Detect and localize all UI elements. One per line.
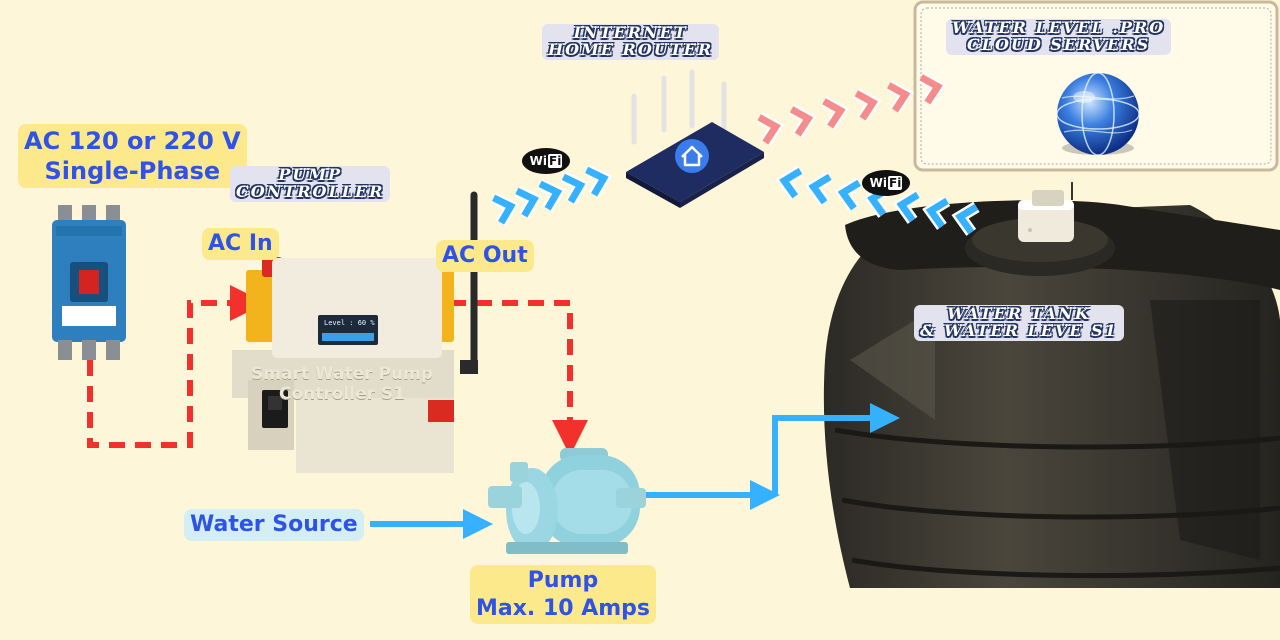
globe-icon: [1056, 72, 1140, 156]
wifi-badge-tank-fi: Fi: [888, 176, 903, 190]
pump-controller-title-line1: PUMP: [278, 165, 343, 184]
power-supply-voltage: AC 120 or 220 V: [24, 127, 241, 155]
wifi-badge-controller-wi: Wi: [529, 154, 548, 168]
tank-title-line2: & WATER LEVE S1: [920, 320, 1118, 340]
pump-label-line1: Pump: [527, 568, 599, 593]
controller-link-chevron: [515, 187, 539, 218]
wifi-badge-tank: Wi Fi: [862, 170, 910, 196]
uplink-chevron: [854, 90, 879, 121]
ac-out-label: AC Out: [436, 240, 534, 272]
downlink-arrows: [775, 165, 980, 236]
controller-device-name: Smart Water Pump Controller S1: [242, 364, 442, 405]
water-tank: [823, 200, 1280, 588]
downlink-chevron: [808, 173, 832, 205]
controller-link-chevron: [585, 166, 609, 197]
power-output-line: [450, 300, 588, 456]
water-source-label: Water Source: [184, 509, 364, 541]
power-input-line: [87, 285, 266, 448]
router-title-line2: HOME ROUTER: [548, 39, 714, 59]
pump-controller-title-line2: CONTROLLER: [236, 181, 385, 201]
uplink-chevron: [789, 106, 814, 137]
controller-device-line2: Controller S1: [278, 384, 405, 405]
pump-label-line2: Max. 10 Amps: [476, 595, 651, 621]
wifi-badge-tank-wi: Wi: [869, 176, 888, 190]
cloud-servers-title-line2: CLOUD SERVERS: [966, 34, 1151, 54]
controller-link-chevron: [492, 194, 516, 225]
downlink-chevron: [925, 197, 949, 229]
controller-link-chevron: [538, 180, 563, 211]
controller-display: Level : 60 %: [324, 319, 375, 327]
uplink-chevron: [757, 114, 781, 145]
controller-antenna: [460, 191, 478, 374]
controller-link-chevron: [561, 173, 586, 204]
controller-device-line1: Smart Water Pump: [251, 364, 433, 384]
downlink-chevron: [837, 179, 861, 211]
pump-controller-title: PUMP CONTROLLER: [230, 165, 391, 202]
water-output-line: [640, 403, 900, 510]
power-supply-phase: Single-Phase: [44, 157, 221, 185]
uplink-arrows: [756, 72, 947, 146]
circuit-breaker: [52, 205, 126, 360]
router-title: INTERNET HOME ROUTER: [542, 23, 720, 60]
router-title-line1: INTERNET: [573, 23, 688, 42]
water-pump: [488, 448, 646, 554]
wifi-badge-controller: Wi Fi: [522, 148, 570, 174]
water-level-sensor: [1018, 182, 1074, 242]
uplink-chevron: [919, 74, 943, 105]
cloud-servers-title-line1: WATER LEVEL .PRO: [952, 18, 1166, 37]
pump-label: Pump Max. 10 Amps: [470, 565, 657, 624]
controller-wireless-arrows: [490, 164, 613, 226]
downlink-chevron: [779, 167, 803, 199]
uplink-chevron: [887, 82, 911, 113]
wifi-badge-controller-fi: Fi: [548, 154, 563, 168]
downlink-chevron: [955, 203, 979, 235]
ac-in-label: AC In: [202, 228, 279, 260]
tank-title: WATER TANK & WATER LEVE S1: [914, 305, 1124, 341]
power-supply-label: AC 120 or 220 V Single-Phase: [18, 124, 247, 188]
cloud-servers-title: WATER LEVEL .PRO CLOUD SERVERS: [946, 18, 1172, 55]
home-icon: [675, 139, 709, 173]
downlink-chevron: [896, 191, 920, 223]
tank-title-line1: WATER TANK: [947, 304, 1091, 323]
controller-device: [232, 257, 454, 473]
uplink-chevron: [822, 98, 846, 129]
